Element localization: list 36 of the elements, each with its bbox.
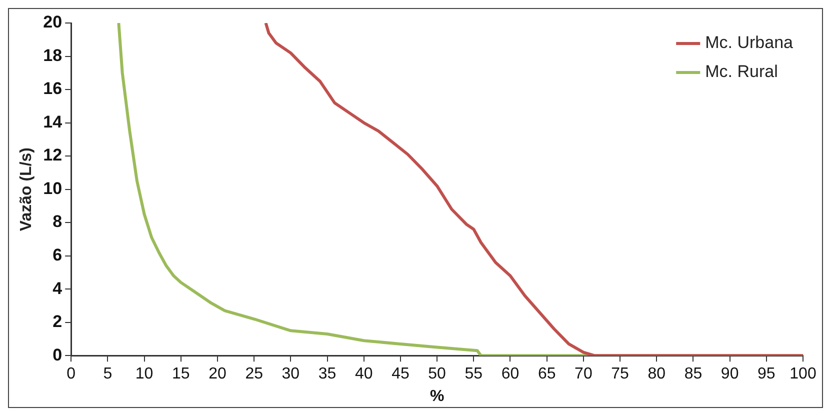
- x-tick-label: 10: [135, 366, 154, 383]
- y-tick-label: 20: [43, 12, 62, 32]
- y-tick-label: 4: [52, 278, 63, 298]
- x-tick-label: 40: [354, 366, 373, 383]
- x-tick-label: 100: [790, 366, 816, 383]
- x-tick-label: 95: [758, 366, 776, 383]
- x-tick-label: 85: [684, 366, 702, 383]
- y-tick-label: 14: [43, 112, 63, 132]
- y-tick-label: 0: [52, 345, 62, 364]
- y-tick-label: 10: [43, 178, 62, 198]
- x-tick-label: 30: [282, 366, 300, 383]
- x-tick-label: 65: [538, 366, 556, 383]
- x-axis-title: %: [430, 388, 444, 405]
- x-tick-label: 0: [66, 366, 76, 383]
- x-tick-label: 55: [464, 366, 483, 383]
- x-tick-label: 90: [720, 366, 739, 383]
- y-tick-label: 8: [52, 212, 62, 232]
- y-tick-label: 12: [43, 146, 62, 165]
- x-tick-label: 50: [428, 366, 446, 383]
- x-tick-label: 5: [103, 366, 112, 383]
- x-tick-label: 75: [611, 366, 630, 383]
- y-tick-label: 16: [43, 79, 62, 98]
- x-tick-label: 35: [318, 366, 336, 383]
- x-tick-label: 60: [501, 366, 520, 383]
- legend-label: Mc. Rural: [705, 62, 778, 82]
- y-tick-label: 2: [52, 312, 62, 332]
- x-tick-label: 25: [245, 366, 264, 383]
- x-tick-label: 20: [208, 366, 226, 383]
- y-axis-title: Vazão (L/s): [18, 148, 36, 232]
- legend-label: Mc. Urbana: [705, 33, 794, 52]
- x-tick-label: 80: [648, 366, 666, 383]
- y-tick-label: 18: [43, 46, 62, 65]
- y-tick-label: 6: [52, 246, 62, 265]
- x-tick-label: 15: [172, 366, 190, 383]
- x-tick-label: 45: [392, 366, 410, 383]
- x-tick-label: 70: [574, 366, 592, 383]
